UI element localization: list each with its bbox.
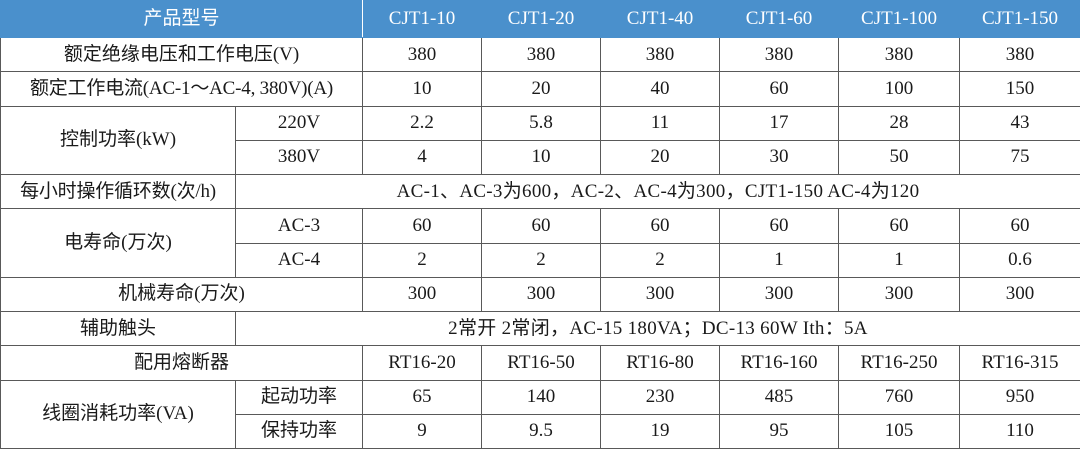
table-row-coil-power-starting: 线圈消耗功率(VA) 起动功率 65 140 230 485 760 950	[0, 379, 1080, 449]
header-model-cjt1-20: CJT1-20	[481, 0, 602, 38]
cell-value: RT16-20	[362, 345, 483, 381]
row-sublabel-380v: 380V	[234, 139, 364, 176]
table-row-fuse: 配用熔断器 RT16-20 RT16-50 RT16-80 RT16-160 R…	[0, 345, 1080, 381]
cell-value: 1	[719, 242, 840, 278]
cell-value: 140	[481, 379, 602, 415]
table-row-control-power-380v: 380V 4 10 20 30 50 75	[1, 139, 1080, 176]
cell-value: 28	[838, 105, 961, 141]
cell-value: 485	[719, 379, 840, 415]
cell-value: 300	[959, 276, 1080, 313]
cell-value: 300	[838, 276, 961, 313]
cell-value: 2	[600, 242, 721, 278]
cell-value: 95	[719, 413, 840, 449]
row-label-rated-current: 额定工作电流(AC-1～AC-4, 380V)(A)	[0, 71, 364, 107]
table-row-coil-power-holding: 保持功率 9 9.5 19 95 105 110	[1, 413, 1080, 449]
cell-value: RT16-160	[719, 345, 840, 381]
table-row-rated-voltage: 额定绝缘电压和工作电压(V) 380 380 380 380 380 380	[0, 36, 1080, 73]
row-label-control-power: 控制功率(kW)	[0, 105, 236, 175]
cell-value: 75	[959, 139, 1080, 176]
row-label-auxiliary-contacts: 辅助触头	[0, 310, 236, 347]
cell-value: RT16-315	[959, 345, 1080, 381]
cell-value: 20	[600, 139, 721, 176]
row-label-electrical-life: 电寿命(万次)	[0, 208, 236, 278]
cell-value: 380	[959, 36, 1080, 73]
cell-value: 40	[600, 71, 721, 107]
cell-value: 65	[362, 379, 483, 415]
cell-value: 60	[838, 208, 961, 244]
cell-value: 20	[481, 71, 602, 107]
cell-value: 380	[600, 36, 721, 73]
cell-value: 300	[481, 276, 602, 313]
cell-value: 4	[362, 139, 483, 176]
table-row-electrical-life-ac3: 电寿命(万次) AC-3 60 60 60 60 60 60	[0, 208, 1080, 278]
row-label-coil-power: 线圈消耗功率(VA)	[0, 379, 236, 449]
cell-value: 2.2	[362, 105, 483, 141]
table-row-mechanical-life: 机械寿命(万次) 300 300 300 300 300 300	[0, 276, 1080, 313]
cell-value: 60	[719, 208, 840, 244]
merged-value-auxiliary-contacts: 2常开 2常闭，AC-15 180VA；DC-13 60W Ith：5A	[234, 310, 1080, 347]
cell-value: 110	[959, 413, 1080, 449]
header-model-cjt1-100: CJT1-100	[838, 0, 961, 38]
cell-value: 10	[481, 139, 602, 176]
cell-value: 60	[481, 208, 602, 244]
cell-value: RT16-50	[481, 345, 602, 381]
table-row-operating-cycles: 每小时操作循环数(次/h) AC-1、AC-3为600，AC-2、AC-4为30…	[0, 173, 1080, 210]
cell-value: 43	[959, 105, 1080, 141]
row-label-rated-voltage: 额定绝缘电压和工作电压(V)	[0, 36, 364, 73]
header-model-cjt1-60: CJT1-60	[719, 0, 840, 38]
row-label-fuse: 配用熔断器	[0, 345, 364, 381]
cell-value: 11	[600, 105, 721, 141]
cell-value: 300	[362, 276, 483, 313]
cell-value: 5.8	[481, 105, 602, 141]
cell-value: 380	[719, 36, 840, 73]
table-row-auxiliary-contacts: 辅助触头 2常开 2常闭，AC-15 180VA；DC-13 60W Ith：5…	[0, 310, 1080, 347]
cell-value: 760	[838, 379, 961, 415]
cell-value: 2	[362, 242, 483, 278]
table-row-rated-current: 额定工作电流(AC-1～AC-4, 380V)(A) 10 20 40 60 1…	[0, 71, 1080, 107]
cell-value: 380	[362, 36, 483, 73]
table-row-electrical-life-ac4: AC-4 2 2 2 1 1 0.6	[1, 242, 1080, 278]
cell-value: 0.6	[959, 242, 1080, 278]
cell-value: 9	[362, 413, 483, 449]
cell-value: 300	[719, 276, 840, 313]
header-model-cjt1-150: CJT1-150	[959, 0, 1080, 38]
cell-value: RT16-250	[838, 345, 961, 381]
row-label-mechanical-life: 机械寿命(万次)	[0, 276, 364, 313]
merged-value-operating-cycles: AC-1、AC-3为600，AC-2、AC-4为300，CJT1-150 AC-…	[234, 173, 1080, 210]
cell-value: 950	[959, 379, 1080, 415]
cell-value: 30	[719, 139, 840, 176]
header-title-cell: 产品型号	[0, 0, 364, 38]
row-sublabel-220v: 220V	[234, 105, 364, 141]
table-row-control-power-220v: 控制功率(kW) 220V 2.2 5.8 11 17 28 43	[0, 105, 1080, 175]
cell-value: 50	[838, 139, 961, 176]
cell-value: 380	[481, 36, 602, 73]
cell-value: 60	[362, 208, 483, 244]
cell-value: 19	[600, 413, 721, 449]
cell-value: 60	[959, 208, 1080, 244]
row-sublabel-starting-power: 起动功率	[234, 379, 364, 415]
cell-value: 380	[838, 36, 961, 73]
row-sublabel-holding-power: 保持功率	[234, 413, 364, 449]
cell-value: 17	[719, 105, 840, 141]
header-model-cjt1-10: CJT1-10	[362, 0, 483, 38]
cell-value: 1	[838, 242, 961, 278]
cell-value: 9.5	[481, 413, 602, 449]
cell-value: 150	[959, 71, 1080, 107]
row-sublabel-ac3: AC-3	[234, 208, 364, 244]
cell-value: 100	[838, 71, 961, 107]
cell-value: 105	[838, 413, 961, 449]
table-header-row: 产品型号 CJT1-10 CJT1-20 CJT1-40 CJT1-60 CJT…	[0, 0, 1080, 38]
cell-value: 2	[481, 242, 602, 278]
row-sublabel-ac4: AC-4	[234, 242, 364, 278]
row-label-operating-cycles: 每小时操作循环数(次/h)	[0, 173, 236, 210]
cell-value: 300	[600, 276, 721, 313]
header-model-cjt1-40: CJT1-40	[600, 0, 721, 38]
cell-value: 60	[719, 71, 840, 107]
cell-value: RT16-80	[600, 345, 721, 381]
cell-value: 60	[600, 208, 721, 244]
cell-value: 10	[362, 71, 483, 107]
cell-value: 230	[600, 379, 721, 415]
